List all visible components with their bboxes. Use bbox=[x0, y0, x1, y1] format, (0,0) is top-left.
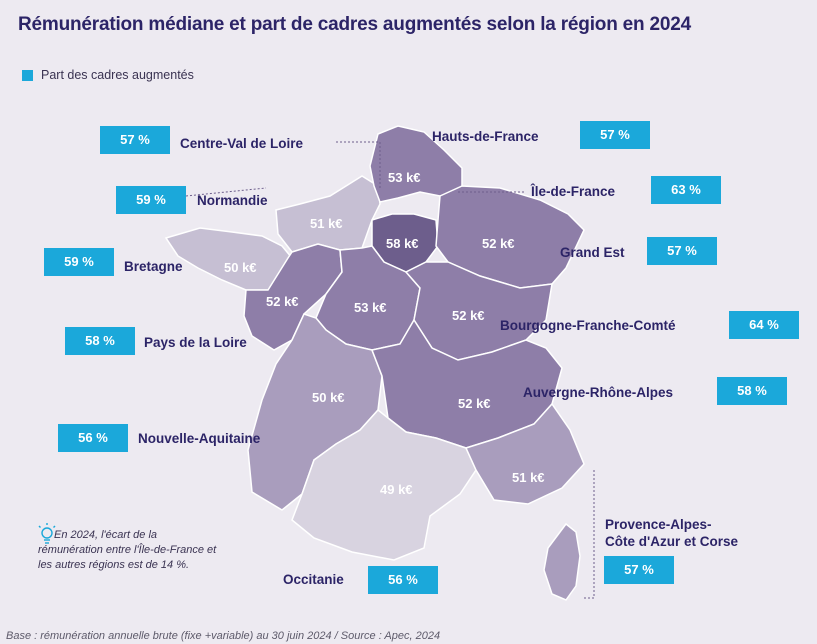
region-grand-est[interactable] bbox=[435, 185, 585, 289]
salary-nouvelle-aquitaine: 50 k€ bbox=[312, 390, 345, 405]
salary-bretagne: 50 k€ bbox=[224, 260, 257, 275]
pct-badge-ile-de-france: 63 % bbox=[651, 176, 721, 204]
region-name-auvergne-rhone-alpes: Auvergne-Rhône-Alpes bbox=[523, 385, 674, 400]
salary-centre-val-de-loire: 53 k€ bbox=[354, 300, 387, 315]
leader-line-normandie bbox=[185, 187, 267, 197]
note-text: En 2024, l'écart de la rémunération entr… bbox=[38, 528, 218, 573]
region-name-bretagne: Bretagne bbox=[124, 259, 183, 274]
legend: Part des cadres augmentés bbox=[22, 68, 194, 82]
footer-source: Base : rémunération annuelle brute (fixe… bbox=[6, 630, 441, 642]
region-name-nouvelle-aquitaine: Nouvelle-Aquitaine bbox=[138, 431, 261, 446]
pct-badge-grand-est: 57 % bbox=[647, 237, 717, 265]
lightbulb-icon bbox=[38, 523, 56, 544]
note-body: En 2024, l'écart de la rémunération entr… bbox=[38, 529, 217, 571]
page-title: Rémunération médiane et part de cadres a… bbox=[18, 14, 691, 35]
region-name-centre-val-de-loire: Centre-Val de Loire bbox=[180, 136, 304, 151]
pct-badge-bourgogne-franche-comte: 64 % bbox=[729, 311, 799, 339]
salary-occitanie: 49 k€ bbox=[380, 482, 413, 497]
region-name-normandie: Normandie bbox=[197, 193, 268, 208]
pct-badge-occitanie: 56 % bbox=[368, 566, 438, 594]
salary-grand-est: 52 k€ bbox=[482, 236, 515, 251]
pct-badge-pays-de-la-loire: 58 % bbox=[65, 327, 135, 355]
region-normandie[interactable] bbox=[275, 175, 381, 253]
pct-badge-hauts-de-france: 57 % bbox=[580, 121, 650, 149]
salary-auvergne-rhone-alpes: 52 k€ bbox=[458, 396, 491, 411]
region-corse[interactable] bbox=[543, 522, 581, 601]
region-name-occitanie: Occitanie bbox=[283, 572, 344, 587]
pct-badge-bretagne: 59 % bbox=[44, 248, 114, 276]
salary-bourgogne-franche-comte: 52 k€ bbox=[452, 308, 485, 323]
region-name-bourgogne-franche-comte: Bourgogne-Franche-Comté bbox=[500, 318, 676, 333]
region-name-ile-de-france: Île-de-France bbox=[531, 184, 616, 199]
pct-badge-centre-val-de-loire: 57 % bbox=[100, 126, 170, 154]
region-name-paca-line2: Côte d'Azur et Corse bbox=[605, 534, 738, 549]
salary-normandie: 51 k€ bbox=[310, 216, 343, 231]
leader-line-paca bbox=[584, 470, 595, 599]
pct-badge-paca: 57 % bbox=[604, 556, 674, 584]
region-name-hauts-de-france: Hauts-de-France bbox=[432, 129, 539, 144]
region-name-pays-de-la-loire: Pays de la Loire bbox=[144, 335, 247, 350]
salary-hauts-de-france: 53 k€ bbox=[388, 170, 421, 185]
salary-paca: 51 k€ bbox=[512, 470, 545, 485]
salary-pays-de-la-loire: 52 k€ bbox=[266, 294, 299, 309]
salary-ile-de-france: 58 k€ bbox=[386, 236, 419, 251]
pct-badge-normandie: 59 % bbox=[116, 186, 186, 214]
legend-swatch bbox=[22, 69, 33, 81]
region-name-paca-line1: Provence-Alpes- bbox=[605, 517, 712, 532]
pct-badge-auvergne-rhone-alpes: 58 % bbox=[717, 377, 787, 405]
pct-badge-nouvelle-aquitaine: 56 % bbox=[58, 424, 128, 452]
leader-line-centre bbox=[336, 141, 381, 190]
legend-label: Part des cadres augmentés bbox=[41, 68, 194, 82]
region-name-grand-est: Grand Est bbox=[560, 245, 625, 260]
region-provence-alpes-cote-d-azur[interactable] bbox=[464, 402, 585, 505]
